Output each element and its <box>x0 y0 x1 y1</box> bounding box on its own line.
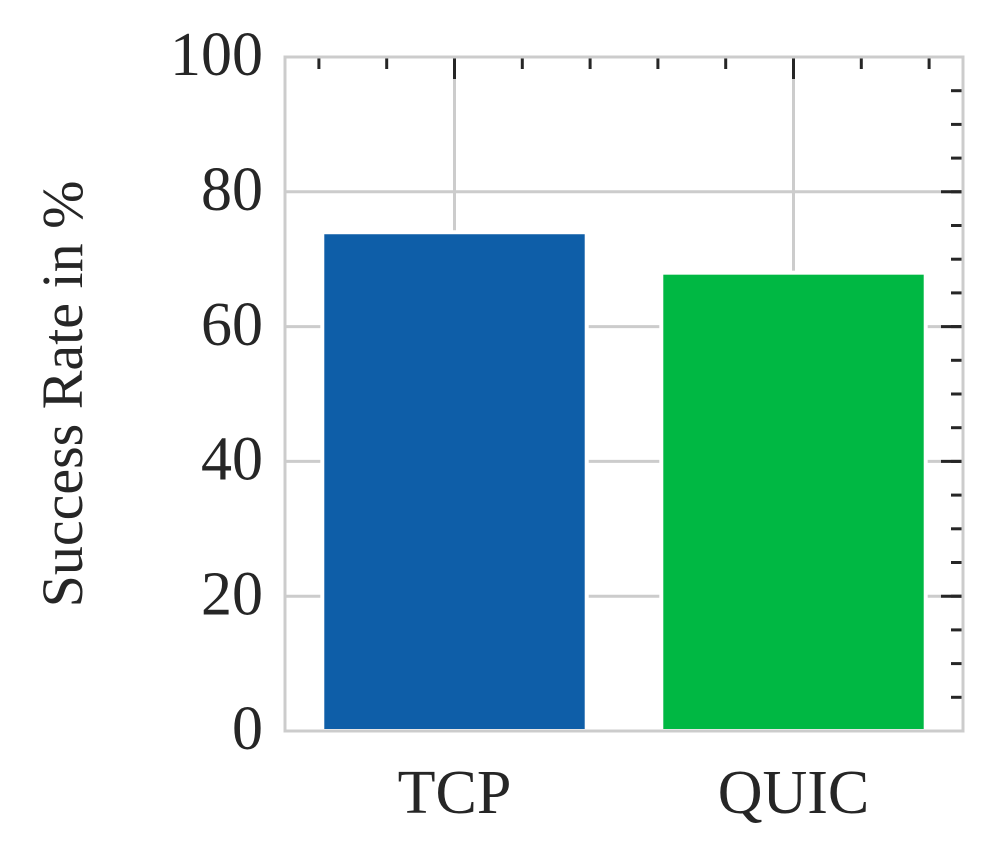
y-tick-label: 20 <box>201 560 263 628</box>
y-axis-label: Success Rate in % <box>30 181 95 608</box>
bar <box>659 270 928 733</box>
y-tick-label: 100 <box>170 21 263 89</box>
y-tick-label: 0 <box>232 695 263 763</box>
x-tick-label: QUIC <box>718 759 870 827</box>
y-tick-label: 40 <box>201 426 263 494</box>
y-tick-label: 60 <box>201 291 263 359</box>
bar <box>320 230 589 734</box>
y-tick-label: 80 <box>201 156 263 224</box>
x-tick-label: TCP <box>398 759 512 827</box>
plot-frame <box>283 55 965 733</box>
